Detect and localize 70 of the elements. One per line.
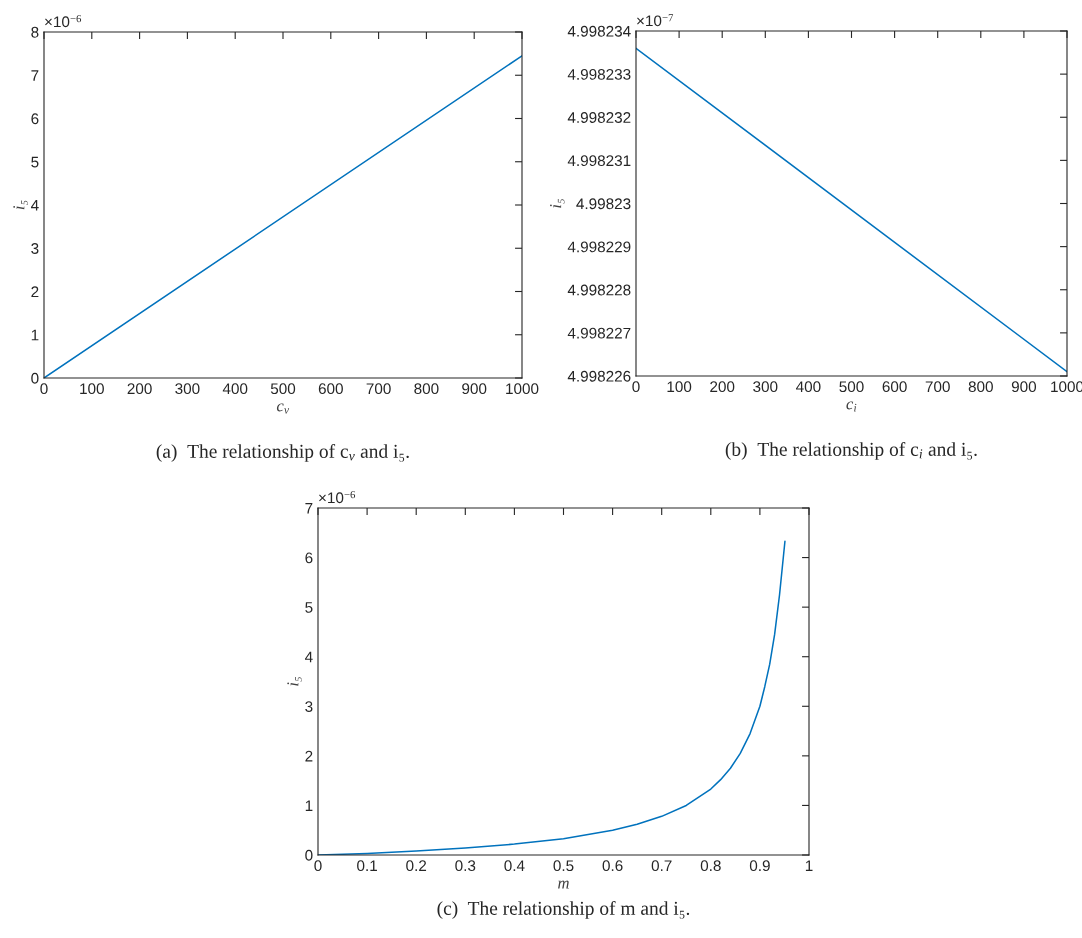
x-tick-label: 0.1 xyxy=(357,860,377,872)
y-tick-label: 4.998229 xyxy=(567,241,631,253)
y-tick-label: 0 xyxy=(31,372,39,384)
x-tick-label: 900 xyxy=(462,383,487,395)
x-tick-label: 0.4 xyxy=(504,860,525,872)
x-tick-label: 700 xyxy=(925,381,950,393)
x-tick-label: 600 xyxy=(318,383,343,395)
y-tick-label: 2 xyxy=(305,750,313,762)
x-tick-label: 900 xyxy=(1011,381,1037,393)
x-tick-label: 0 xyxy=(40,383,48,395)
x-tick-label: 1000 xyxy=(506,383,539,395)
x-tick-label: 500 xyxy=(839,381,864,393)
x-axis-title: m xyxy=(558,880,569,889)
x-tick-label: 700 xyxy=(366,383,391,395)
y-tick-label: 4.998234 xyxy=(567,25,631,37)
x-tick-label: 100 xyxy=(80,383,104,395)
y-tick-label: 1 xyxy=(31,329,39,341)
x-tick-label: 0 xyxy=(632,381,640,393)
y-axis-title: i₅ xyxy=(287,676,302,686)
text: ×10$^{−6}$ xyxy=(45,15,82,28)
y-tick-label: 4.998233 xyxy=(567,68,631,80)
x-tick-label: 600 xyxy=(882,381,907,393)
y-tick-label: 8 xyxy=(31,26,39,38)
text: ×10$^{−6}$ xyxy=(319,491,356,504)
text: (b) The relationship of c$_{i}$ and i₅. xyxy=(725,442,977,460)
x-tick-label: 0.5 xyxy=(553,860,574,872)
text: ×10$^{−7}$ xyxy=(637,14,674,27)
y-axis-title: i₅ xyxy=(550,198,565,208)
x-axis-title: c$_{v}$ xyxy=(276,403,290,414)
y-tick-label: 2 xyxy=(31,286,39,298)
y-tick-label: 4.998226 xyxy=(567,370,631,382)
y-tick-label: 0 xyxy=(305,849,313,861)
x-tick-label: 300 xyxy=(175,383,200,395)
x-tick-label: 0.6 xyxy=(602,860,623,872)
x-tick-label: 500 xyxy=(270,383,296,395)
y-tick-label: 3 xyxy=(31,243,39,254)
y-tick-label: 4.998232 xyxy=(567,112,631,123)
x-axis-title: c$_{i}$ xyxy=(846,401,857,412)
y-tick-label: 4.99823 xyxy=(576,198,631,210)
y-tick-label: 3 xyxy=(305,701,313,712)
y-tick-label: 7 xyxy=(305,503,313,514)
x-tick-label: 800 xyxy=(968,381,993,393)
y-tick-label: 4.998231 xyxy=(567,155,631,167)
x-tick-label: 300 xyxy=(753,381,778,393)
y-tick-label: 1 xyxy=(305,800,313,811)
y-tick-label: 6 xyxy=(31,113,39,125)
x-tick-label: 100 xyxy=(667,381,692,393)
y-tick-label: 6 xyxy=(305,552,313,564)
x-tick-label: 0.3 xyxy=(455,860,476,872)
y-tick-label: 4 xyxy=(30,200,39,211)
x-tick-label: 1 xyxy=(805,860,813,871)
x-tick-label: 0.2 xyxy=(406,860,427,872)
text: (c) The relationship of m and i₅. xyxy=(437,901,690,919)
x-tick-label: 400 xyxy=(222,383,248,395)
x-tick-label: 200 xyxy=(710,381,735,393)
x-tick-label: 0.7 xyxy=(651,860,672,872)
x-tick-label: 0.8 xyxy=(700,860,721,872)
y-tick-label: 5 xyxy=(305,602,313,613)
y-tick-label: 4.998227 xyxy=(567,327,631,339)
y-tick-label: 4 xyxy=(304,651,313,663)
x-tick-label: 800 xyxy=(414,383,439,395)
x-tick-label: 400 xyxy=(796,381,821,393)
y-tick-label: 7 xyxy=(31,70,39,81)
x-tick-label: 0 xyxy=(314,860,322,872)
y-tick-label: 5 xyxy=(31,156,39,168)
y-axis-title: i₅ xyxy=(13,200,28,210)
y-tick-label: 4.998228 xyxy=(567,284,631,296)
x-tick-label: 200 xyxy=(127,383,152,395)
x-tick-label: 0.9 xyxy=(749,860,770,872)
text: (a) The relationship of c$_{v}$ and i₅. xyxy=(156,444,409,462)
